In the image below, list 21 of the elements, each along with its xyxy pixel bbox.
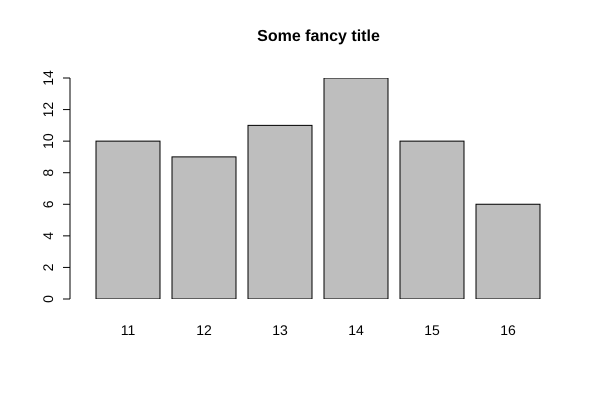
y-tick-label: 4 (40, 232, 56, 240)
x-tick-label: 16 (500, 322, 516, 338)
bar (172, 156, 236, 299)
y-tick-label: 2 (40, 263, 56, 272)
bar (324, 78, 388, 299)
x-tick-label: 11 (120, 322, 136, 338)
bar (400, 140, 464, 299)
x-tick-label: 12 (196, 322, 212, 338)
y-tick-label: 12 (40, 102, 56, 118)
x-tick-label: 14 (348, 322, 364, 338)
bar (476, 204, 540, 299)
bar (96, 140, 160, 299)
y-tick-label: 0 (40, 294, 56, 303)
y-tick-label: 8 (40, 168, 56, 177)
y-tick-label: 6 (40, 200, 56, 208)
chart-title: Some fancy title (256, 28, 381, 45)
y-tick-label: 10 (40, 133, 56, 149)
bar (248, 124, 312, 299)
x-tick-label: 13 (272, 322, 288, 338)
y-tick-label: 14 (40, 70, 56, 86)
x-tick-label: 15 (424, 322, 440, 338)
